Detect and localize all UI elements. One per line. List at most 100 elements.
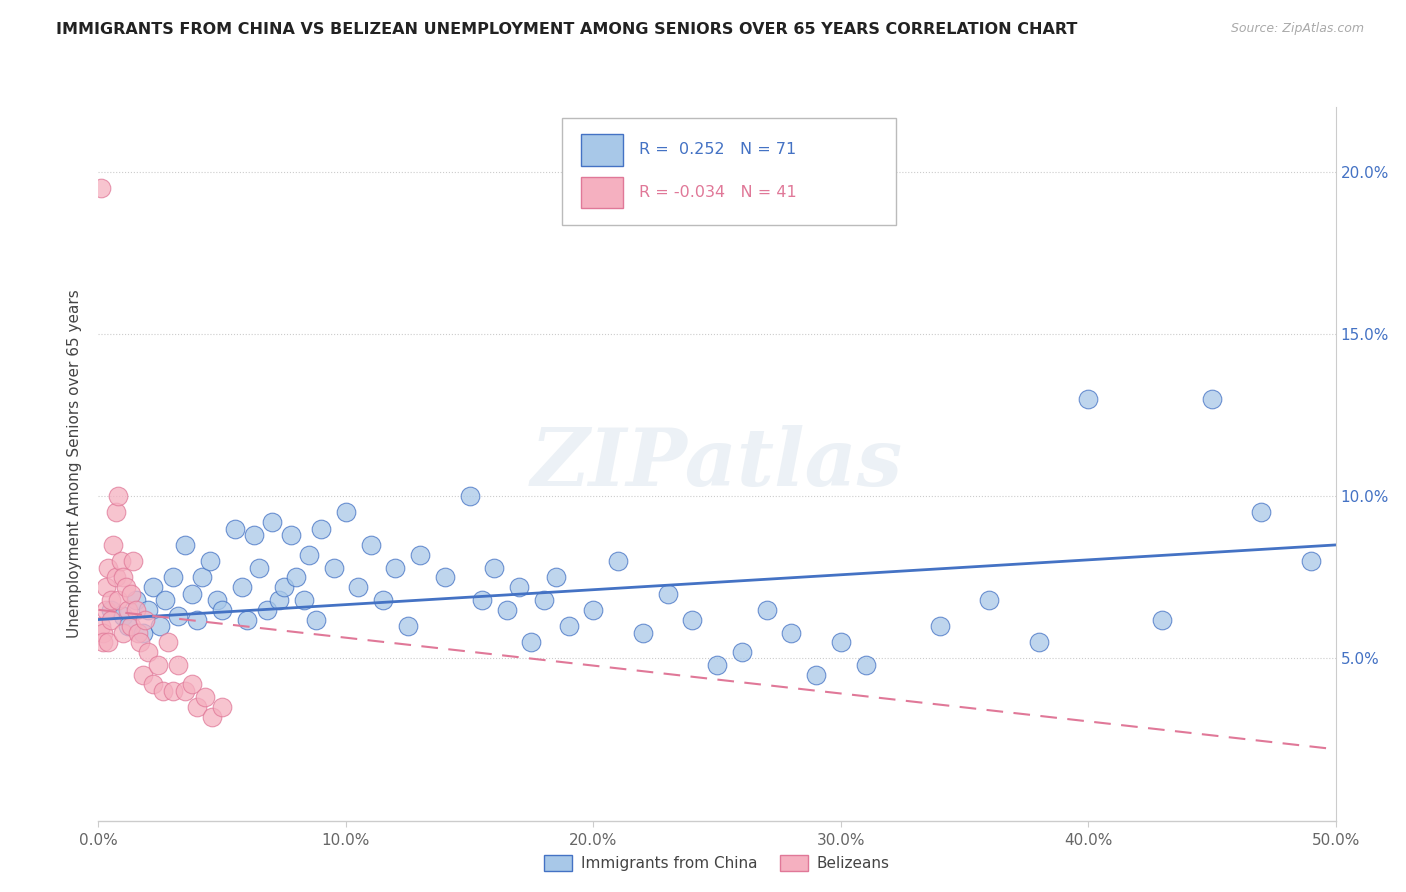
Point	[681, 613, 703, 627]
Point	[162, 570, 184, 584]
Point	[181, 677, 204, 691]
Point	[174, 684, 197, 698]
Point	[360, 538, 382, 552]
Point	[93, 625, 115, 640]
Point	[198, 554, 221, 568]
Point	[211, 603, 233, 617]
Point	[273, 580, 295, 594]
Point	[124, 593, 146, 607]
Point	[706, 657, 728, 672]
Point	[433, 570, 456, 584]
Point	[396, 619, 419, 633]
Point	[347, 580, 370, 594]
Point	[495, 603, 517, 617]
Point	[211, 700, 233, 714]
Point	[1077, 392, 1099, 406]
Point	[309, 522, 332, 536]
FancyBboxPatch shape	[581, 177, 623, 209]
Point	[146, 657, 169, 672]
Point	[508, 580, 530, 594]
Text: IMMIGRANTS FROM CHINA VS BELIZEAN UNEMPLOYMENT AMONG SENIORS OVER 65 YEARS CORRE: IMMIGRANTS FROM CHINA VS BELIZEAN UNEMPL…	[56, 22, 1077, 37]
Point	[1201, 392, 1223, 406]
Legend: Immigrants from China, Belizeans: Immigrants from China, Belizeans	[538, 849, 896, 877]
Point	[557, 619, 579, 633]
Point	[166, 657, 188, 672]
Point	[335, 506, 357, 520]
Point	[162, 684, 184, 698]
Point	[152, 684, 174, 698]
Point	[267, 593, 290, 607]
Point	[186, 700, 208, 714]
Point	[201, 710, 224, 724]
Point	[181, 586, 204, 600]
Point	[174, 538, 197, 552]
Point	[93, 635, 115, 649]
Point	[142, 580, 165, 594]
Point	[247, 560, 270, 574]
Point	[191, 570, 214, 584]
Point	[1152, 613, 1174, 627]
Point	[117, 603, 139, 617]
Point	[136, 645, 159, 659]
Point	[142, 677, 165, 691]
Point	[607, 554, 630, 568]
Point	[132, 625, 155, 640]
Point	[149, 619, 172, 633]
Point	[384, 560, 406, 574]
Point	[90, 181, 112, 195]
Point	[292, 593, 315, 607]
Point	[285, 570, 308, 584]
Point	[243, 528, 266, 542]
Point	[100, 603, 122, 617]
Point	[107, 593, 129, 607]
Point	[533, 593, 555, 607]
Point	[122, 554, 145, 568]
Point	[855, 657, 877, 672]
Point	[129, 635, 152, 649]
Point	[136, 603, 159, 617]
Point	[409, 548, 432, 562]
Point	[471, 593, 494, 607]
Point	[112, 625, 135, 640]
Point	[117, 619, 139, 633]
Point	[104, 506, 127, 520]
Point	[979, 593, 1001, 607]
Point	[120, 586, 142, 600]
Point	[97, 560, 120, 574]
Point	[205, 593, 228, 607]
Point	[90, 619, 112, 633]
Point	[928, 619, 950, 633]
Point	[298, 548, 321, 562]
FancyBboxPatch shape	[562, 118, 897, 225]
Text: Source: ZipAtlas.com: Source: ZipAtlas.com	[1230, 22, 1364, 36]
Point	[194, 690, 217, 705]
Point	[112, 570, 135, 584]
Point	[100, 613, 122, 627]
Point	[134, 613, 156, 627]
Point	[1250, 506, 1272, 520]
Point	[103, 538, 125, 552]
Point	[166, 609, 188, 624]
Point	[830, 635, 852, 649]
Point	[97, 635, 120, 649]
Point	[100, 593, 122, 607]
Point	[94, 603, 117, 617]
Text: R =  0.252   N = 71: R = 0.252 N = 71	[640, 143, 796, 157]
Point	[520, 635, 543, 649]
Point	[107, 489, 129, 503]
Point	[127, 625, 149, 640]
Point	[186, 613, 208, 627]
Text: R = -0.034   N = 41: R = -0.034 N = 41	[640, 186, 797, 200]
Point	[155, 593, 177, 607]
Point	[484, 560, 506, 574]
Point	[124, 603, 146, 617]
Point	[110, 554, 132, 568]
Point	[112, 609, 135, 624]
Point	[546, 570, 568, 584]
Point	[132, 667, 155, 681]
Point	[104, 570, 127, 584]
Point	[256, 603, 278, 617]
Point	[114, 580, 136, 594]
FancyBboxPatch shape	[581, 134, 623, 166]
Point	[120, 619, 142, 633]
